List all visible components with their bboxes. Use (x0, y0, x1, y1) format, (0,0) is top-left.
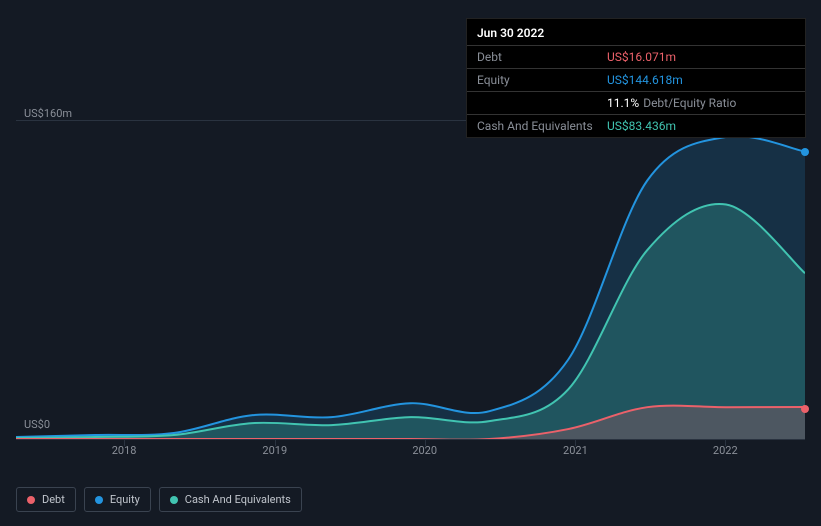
x-axis-label: 2022 (713, 444, 738, 457)
tooltip-row-label: Cash And Equivalents (477, 119, 607, 133)
legend-dot-icon (27, 496, 35, 504)
legend-item[interactable]: Equity (84, 487, 151, 512)
chart-area: US$160m US$0 (16, 120, 805, 440)
chart-tooltip: Jun 30 2022 DebtUS$16.071mEquityUS$144.6… (466, 18, 806, 138)
series-end-marker (801, 405, 809, 413)
x-axis-label: 2018 (112, 444, 137, 457)
tooltip-row: DebtUS$16.071m (467, 46, 805, 69)
legend-dot-icon (170, 496, 178, 504)
tooltip-row-value: US$83.436m (607, 119, 676, 133)
x-axis-label: 2019 (262, 444, 287, 457)
legend-label: Debt (42, 493, 65, 506)
tooltip-row-label: Debt (477, 50, 607, 64)
tooltip-row-label (477, 96, 607, 110)
legend-label: Equity (110, 493, 140, 506)
series-end-marker (801, 148, 809, 156)
y-axis-max: US$160m (24, 107, 72, 120)
tooltip-row-value: US$144.618m (607, 73, 683, 87)
legend-item[interactable]: Cash And Equivalents (159, 487, 302, 512)
x-axis-label: 2021 (563, 444, 588, 457)
legend-dot-icon (95, 496, 103, 504)
legend-label: Cash And Equivalents (185, 493, 291, 506)
tooltip-row-value: US$16.071m (607, 50, 676, 64)
tooltip-row-label: Equity (477, 73, 607, 87)
tooltip-row: Cash And EquivalentsUS$83.436m (467, 115, 805, 137)
tooltip-date: Jun 30 2022 (467, 19, 805, 46)
tooltip-row: 11.1%Debt/Equity Ratio (467, 92, 805, 115)
legend: Debt Equity Cash And Equivalents (16, 487, 302, 512)
tooltip-row-value: 11.1%Debt/Equity Ratio (607, 96, 736, 110)
x-axis: 2018 2019 2020 2021 2022 (16, 444, 805, 464)
tooltip-row: EquityUS$144.618m (467, 69, 805, 92)
x-axis-label: 2020 (412, 444, 437, 457)
chart-svg (16, 121, 805, 439)
tooltip-row-note: Debt/Equity Ratio (643, 96, 736, 110)
legend-item[interactable]: Debt (16, 487, 76, 512)
